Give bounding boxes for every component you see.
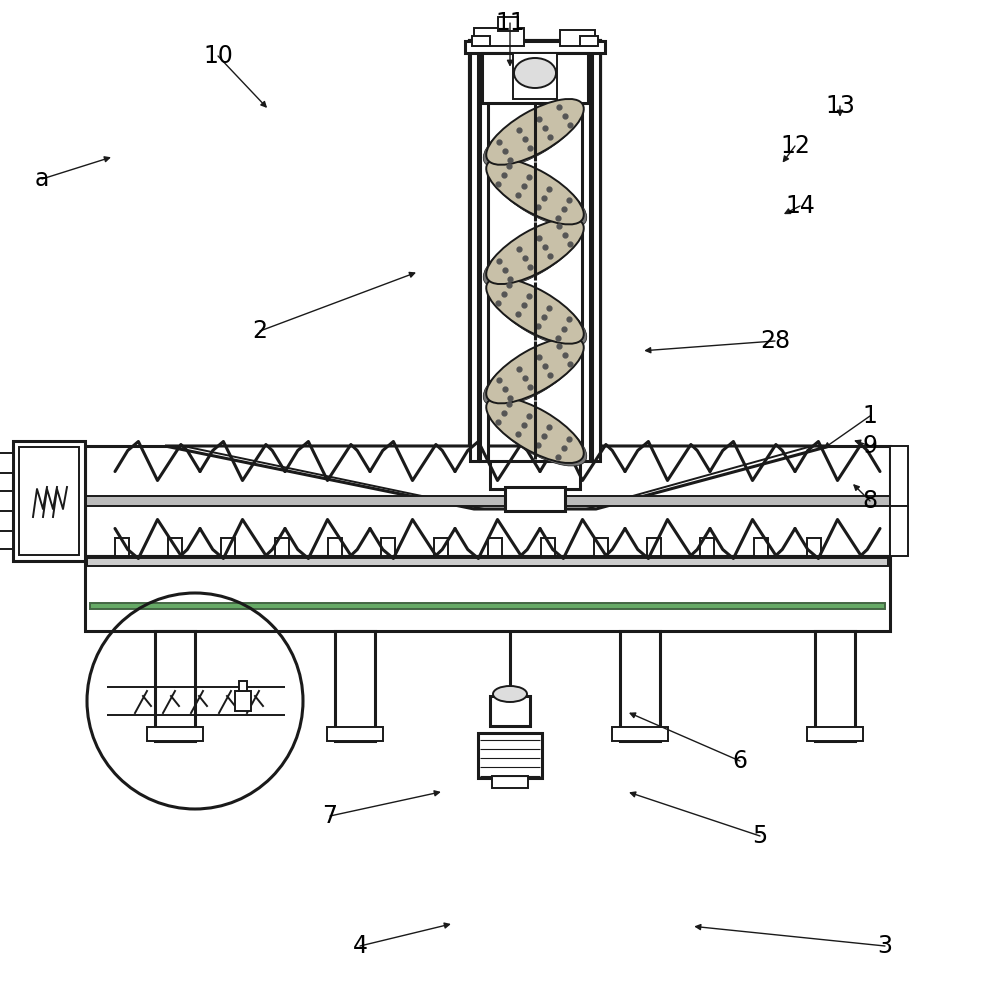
- Bar: [235, 691, 251, 711]
- Bar: [465, 41, 605, 53]
- Text: 11: 11: [495, 11, 525, 35]
- Ellipse shape: [514, 58, 556, 88]
- Text: 1: 1: [863, 404, 877, 428]
- Bar: [0, 491, 13, 511]
- Bar: [85, 556, 890, 631]
- Ellipse shape: [486, 338, 584, 403]
- Text: 3: 3: [878, 934, 893, 958]
- Polygon shape: [165, 446, 830, 509]
- Bar: [480, 41, 488, 461]
- Ellipse shape: [486, 159, 584, 224]
- Ellipse shape: [489, 280, 587, 347]
- Ellipse shape: [493, 686, 527, 702]
- Text: 13: 13: [825, 94, 855, 118]
- Bar: [498, 17, 518, 31]
- Bar: [513, 53, 557, 99]
- Bar: [815, 631, 855, 741]
- Bar: [155, 631, 195, 741]
- Bar: [482, 53, 588, 103]
- Bar: [612, 727, 668, 741]
- Text: 7: 7: [322, 804, 338, 828]
- Ellipse shape: [489, 400, 587, 466]
- Ellipse shape: [483, 102, 581, 167]
- Bar: [147, 727, 203, 741]
- Bar: [474, 28, 524, 46]
- Text: 14: 14: [785, 194, 815, 218]
- Bar: [890, 506, 908, 556]
- Bar: [115, 538, 129, 556]
- Text: 4: 4: [352, 934, 368, 958]
- Bar: [87, 558, 888, 566]
- Bar: [381, 538, 395, 556]
- Ellipse shape: [483, 221, 581, 287]
- Bar: [580, 36, 598, 46]
- Text: 12: 12: [780, 134, 810, 158]
- Bar: [0, 453, 13, 473]
- Bar: [470, 41, 478, 461]
- Bar: [168, 538, 182, 556]
- Bar: [560, 30, 595, 46]
- Bar: [434, 538, 448, 556]
- Bar: [488, 538, 502, 556]
- Text: 5: 5: [752, 824, 768, 848]
- Bar: [90, 603, 885, 609]
- Bar: [328, 538, 342, 556]
- Ellipse shape: [486, 277, 584, 344]
- Bar: [470, 41, 600, 461]
- Ellipse shape: [486, 99, 584, 165]
- Text: 9: 9: [862, 434, 878, 458]
- Bar: [505, 487, 565, 511]
- Bar: [594, 538, 608, 556]
- Bar: [490, 696, 530, 726]
- Ellipse shape: [489, 162, 587, 228]
- Bar: [620, 631, 660, 741]
- Bar: [890, 446, 908, 506]
- Bar: [492, 776, 528, 788]
- Bar: [490, 461, 580, 489]
- Bar: [472, 36, 490, 46]
- Bar: [541, 538, 555, 556]
- Ellipse shape: [486, 218, 584, 284]
- Bar: [275, 538, 289, 556]
- Bar: [582, 41, 590, 461]
- Bar: [700, 538, 714, 556]
- Text: 8: 8: [862, 489, 878, 513]
- Bar: [592, 41, 600, 461]
- Ellipse shape: [483, 341, 581, 406]
- Bar: [13, 441, 85, 561]
- Ellipse shape: [486, 397, 584, 463]
- Text: a: a: [35, 167, 49, 191]
- Bar: [807, 538, 821, 556]
- Bar: [0, 531, 13, 549]
- Text: 6: 6: [732, 749, 748, 773]
- Bar: [807, 727, 863, 741]
- Bar: [85, 446, 890, 556]
- Bar: [335, 631, 375, 741]
- Bar: [327, 727, 383, 741]
- Bar: [19, 447, 79, 555]
- Bar: [85, 496, 890, 506]
- Text: 2: 2: [252, 319, 268, 343]
- Text: 10: 10: [203, 44, 233, 68]
- Bar: [647, 538, 661, 556]
- Bar: [239, 681, 247, 691]
- Bar: [478, 733, 542, 778]
- Bar: [754, 538, 768, 556]
- Bar: [484, 41, 586, 461]
- Bar: [221, 538, 235, 556]
- Text: 28: 28: [760, 329, 790, 353]
